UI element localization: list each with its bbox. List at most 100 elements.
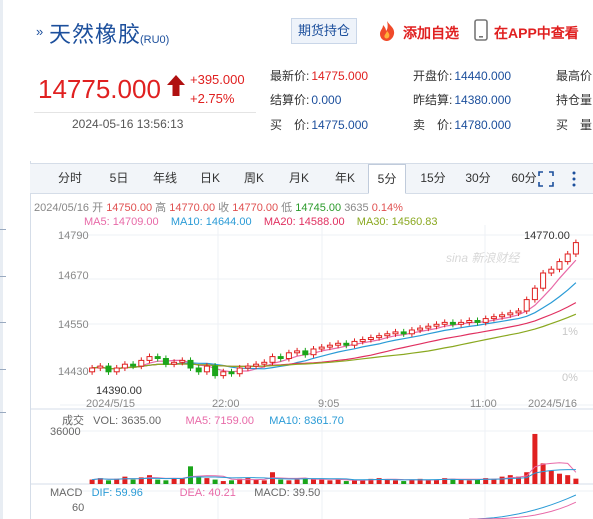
quote-field: 昨结算: 14380.000	[413, 91, 511, 108]
tab-7[interactable]: 年K	[334, 171, 355, 185]
volume-bar	[401, 481, 407, 484]
volume-bar	[311, 478, 316, 484]
y-tick-label: 14790	[58, 230, 89, 242]
tab-2[interactable]: 5日	[109, 171, 129, 185]
candle-body	[384, 333, 391, 337]
volume-bar	[220, 481, 226, 484]
candle-body	[449, 321, 456, 325]
volume-bar	[360, 479, 366, 484]
volume-bar	[163, 480, 169, 484]
candle-body	[515, 310, 522, 314]
volume-bar	[458, 479, 464, 484]
volume-bar	[343, 481, 349, 484]
macd-axis-top: 60	[72, 502, 85, 514]
fullscreen-icon[interactable]	[538, 171, 554, 187]
candle-body	[318, 346, 325, 350]
volume-value: VOL: 3635.00	[93, 415, 162, 427]
x-tick-label: 9:05	[318, 398, 340, 410]
candle-body	[531, 287, 538, 301]
volume-bar	[499, 476, 505, 484]
macd-dif-line	[469, 494, 577, 519]
tab-4[interactable]: 日K	[199, 171, 220, 185]
volume-bar	[417, 478, 423, 484]
candle-body	[89, 367, 96, 373]
tab-10[interactable]: 30分	[465, 171, 491, 185]
volume-bar	[376, 478, 382, 484]
tab-11[interactable]: 60分	[511, 171, 537, 185]
volume-bar	[138, 477, 144, 484]
volume-bar	[548, 470, 554, 484]
candle-body	[203, 365, 210, 373]
quote-field-label: 买 价:	[270, 118, 310, 132]
macd-dea: DEA: 40.21	[179, 487, 236, 499]
candle-body	[441, 321, 448, 325]
ma5-value: MA5: 14709.00	[84, 216, 159, 228]
quote-divider	[34, 112, 256, 113]
left-frame-tick	[0, 412, 6, 413]
volume-bar	[450, 478, 456, 484]
candle-body	[474, 320, 481, 323]
candle-body	[228, 371, 235, 375]
left-frame-tick	[0, 322, 6, 323]
candle-body	[212, 365, 219, 377]
volume-bar	[188, 466, 193, 484]
candle-body	[425, 325, 432, 329]
volume-legend: 成交 VOL: 3635.00 MA5: 7159.00 MA10: 8361.…	[62, 412, 344, 428]
ohlc-close: 14770.00	[232, 202, 279, 214]
tab-6[interactable]: 月K	[288, 171, 309, 185]
volume-bar	[409, 479, 415, 484]
volume-bar	[434, 479, 439, 484]
tab-8[interactable]: 5分	[368, 164, 406, 194]
volume-bar	[106, 480, 111, 484]
candle-body	[490, 316, 497, 320]
volume-bar	[196, 476, 202, 484]
volume-ma10-line	[92, 469, 576, 481]
candle-body	[523, 299, 530, 312]
tab-1[interactable]: 分时	[57, 171, 82, 185]
quote-field: 开盘价: 14440.000	[413, 67, 511, 84]
tab-5[interactable]: 周K	[243, 171, 264, 185]
quote-field: 买 价: 14775.000	[270, 116, 368, 133]
quote-field-label: 卖 价:	[413, 118, 453, 132]
volume-bar	[97, 478, 103, 484]
candle-body	[113, 367, 120, 373]
min-price-label: 14390.00	[96, 385, 142, 397]
ohlc-low-label: 低	[281, 202, 293, 214]
quote-field: 最新价: 14775.000	[270, 67, 368, 84]
volume-bar	[540, 463, 546, 484]
candle-body	[277, 356, 284, 360]
candle-body	[433, 323, 440, 327]
futures-holdings-button[interactable]: 期货持仓	[291, 18, 357, 44]
volume-bar	[384, 479, 390, 484]
tab-3[interactable]: 年线	[152, 171, 177, 185]
candle-body	[195, 367, 202, 373]
candle-body	[138, 359, 145, 367]
ohlc-open: 14750.00	[106, 202, 153, 214]
volume-bar	[212, 479, 218, 484]
tab-9[interactable]: 15分	[420, 171, 446, 185]
candle-body	[310, 348, 317, 356]
volume-title: 成交	[62, 415, 84, 427]
candle-body	[179, 359, 186, 363]
volume-bar	[278, 479, 284, 484]
left-frame-tick	[0, 276, 6, 277]
more-icon[interactable]	[571, 171, 577, 187]
ohlc-low: 14745.00	[295, 202, 342, 214]
volume-bar	[327, 480, 333, 484]
volume-bar	[466, 480, 472, 484]
candle-body	[367, 337, 374, 341]
kline-chart[interactable]	[30, 195, 593, 519]
header: » 天然橡胶 (RU0) 期货持仓 添加自选 在APP中查看	[0, 0, 593, 60]
left-frame	[0, 0, 3, 519]
ohlc-readout: 2024/05/16 开 14750.00 高 14770.00 收 14770…	[34, 199, 403, 215]
volume-bar	[229, 480, 234, 484]
volume-bar	[516, 476, 521, 484]
macd-legend: MACD DIF: 59.96 DEA: 40.21 MACD: 39.50	[50, 487, 320, 499]
volume-bar	[114, 478, 120, 484]
quote-field-value: 0.000	[311, 93, 342, 107]
change-value: +395.000	[190, 72, 245, 87]
candle-body	[220, 371, 227, 377]
candle-body	[359, 339, 366, 342]
quote-field-value: 14380.000	[454, 93, 512, 107]
macd-title: MACD	[50, 487, 83, 499]
